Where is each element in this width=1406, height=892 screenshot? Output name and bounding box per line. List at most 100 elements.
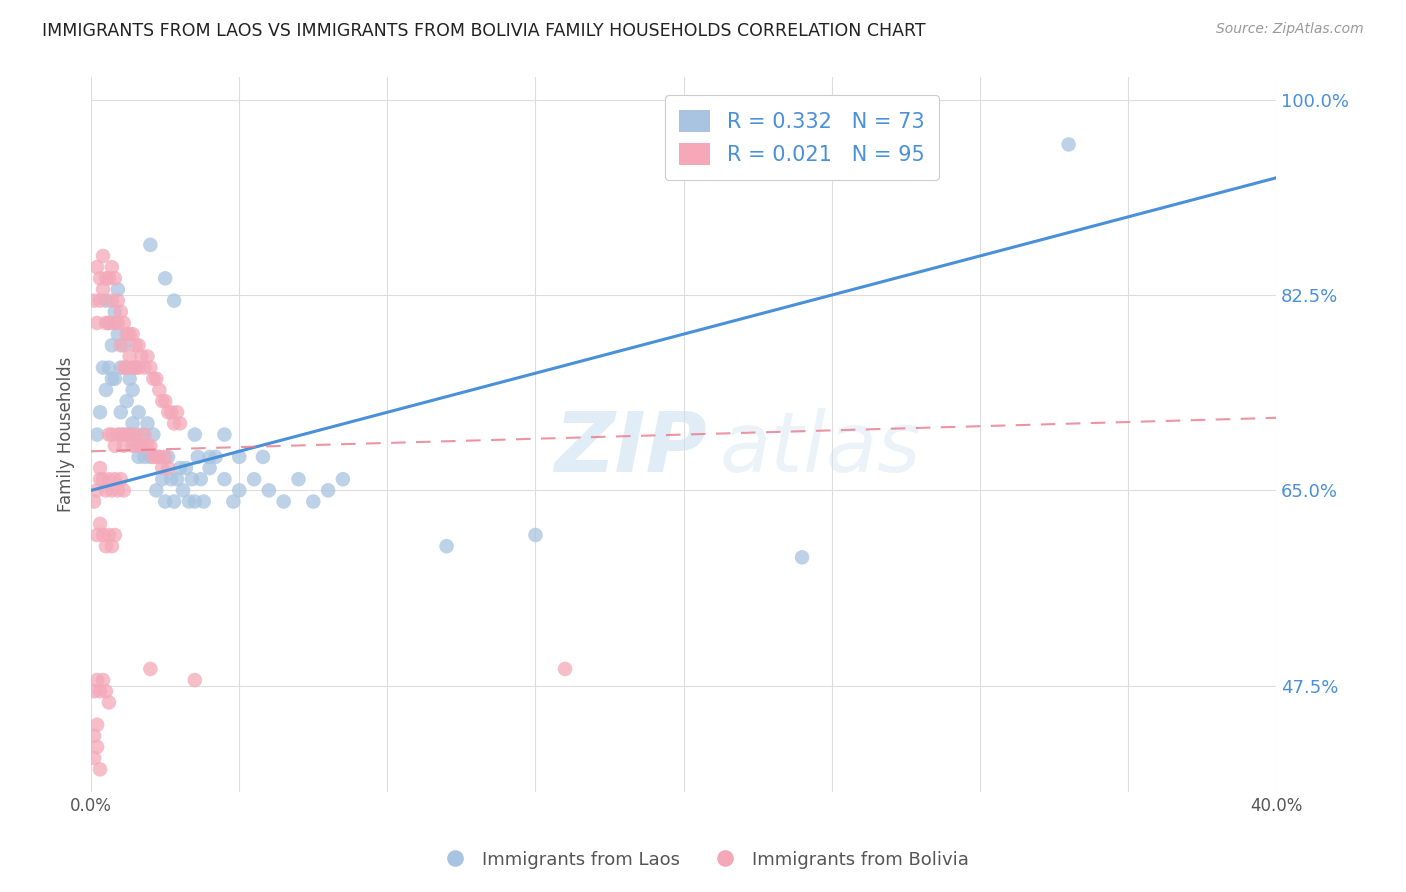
Point [101,293,124,308]
Point [112,439,135,453]
Point [94,271,117,285]
Point [193,494,215,508]
Point [118,427,141,442]
Point [91,528,114,542]
Point [554,662,576,676]
Point [436,539,458,553]
Point [198,450,221,464]
Point [145,372,167,386]
Point [131,350,153,364]
Point [134,427,156,442]
Point [128,439,150,453]
Point [160,405,183,419]
Point [104,472,127,486]
Point [169,461,191,475]
Point [252,450,274,464]
Point [214,427,236,442]
Point [107,483,129,498]
Point [121,439,143,453]
Point [169,417,191,431]
Point [89,516,111,531]
Point [316,483,339,498]
Point [101,372,124,386]
Point [136,350,159,364]
Point [257,483,280,498]
Text: ZIP: ZIP [554,409,707,490]
Point [104,305,127,319]
Point [128,450,150,464]
Point [148,450,170,464]
Point [166,472,188,486]
Point [118,372,141,386]
Point [153,394,176,409]
Point [86,316,108,330]
Point [83,494,105,508]
Point [97,316,120,330]
Point [110,405,132,419]
Point [142,450,165,464]
Point [91,472,114,486]
Point [128,338,150,352]
Point [163,417,186,431]
Point [86,427,108,442]
Point [97,360,120,375]
Point [89,763,111,777]
Point [110,338,132,352]
Point [101,260,124,275]
Point [107,327,129,342]
Point [104,372,127,386]
Point [118,327,141,342]
Point [124,360,146,375]
Point [121,383,143,397]
Point [118,427,141,442]
Point [115,360,138,375]
Point [121,417,143,431]
Point [89,271,111,285]
Point [97,427,120,442]
Point [150,394,173,409]
Point [287,472,309,486]
Point [86,717,108,731]
Point [104,528,127,542]
Point [94,684,117,698]
Point [112,427,135,442]
Point [124,338,146,352]
Point [128,405,150,419]
Point [790,550,813,565]
Point [128,360,150,375]
Point [180,472,202,486]
Point [110,305,132,319]
Text: Source: ZipAtlas.com: Source: ZipAtlas.com [1216,22,1364,37]
Point [112,360,135,375]
Point [174,461,197,475]
Point [112,316,135,330]
Point [107,427,129,442]
Point [187,450,209,464]
Point [243,472,266,486]
Point [134,450,156,464]
Point [184,673,207,687]
Point [139,439,162,453]
Text: atlas: atlas [718,409,921,490]
Point [228,483,250,498]
Point [97,271,120,285]
Point [150,472,173,486]
Point [153,494,176,508]
Point [163,494,186,508]
Point [145,483,167,498]
Point [142,427,165,442]
Point [89,472,111,486]
Point [172,483,194,498]
Point [115,394,138,409]
Point [91,673,114,687]
Legend: Immigrants from Laos, Immigrants from Bolivia: Immigrants from Laos, Immigrants from Bo… [430,844,976,876]
Point [131,427,153,442]
Point [136,417,159,431]
Point [148,383,170,397]
Point [97,528,120,542]
Point [101,539,124,553]
Point [136,439,159,453]
Point [110,360,132,375]
Point [145,450,167,464]
Point [1057,137,1080,152]
